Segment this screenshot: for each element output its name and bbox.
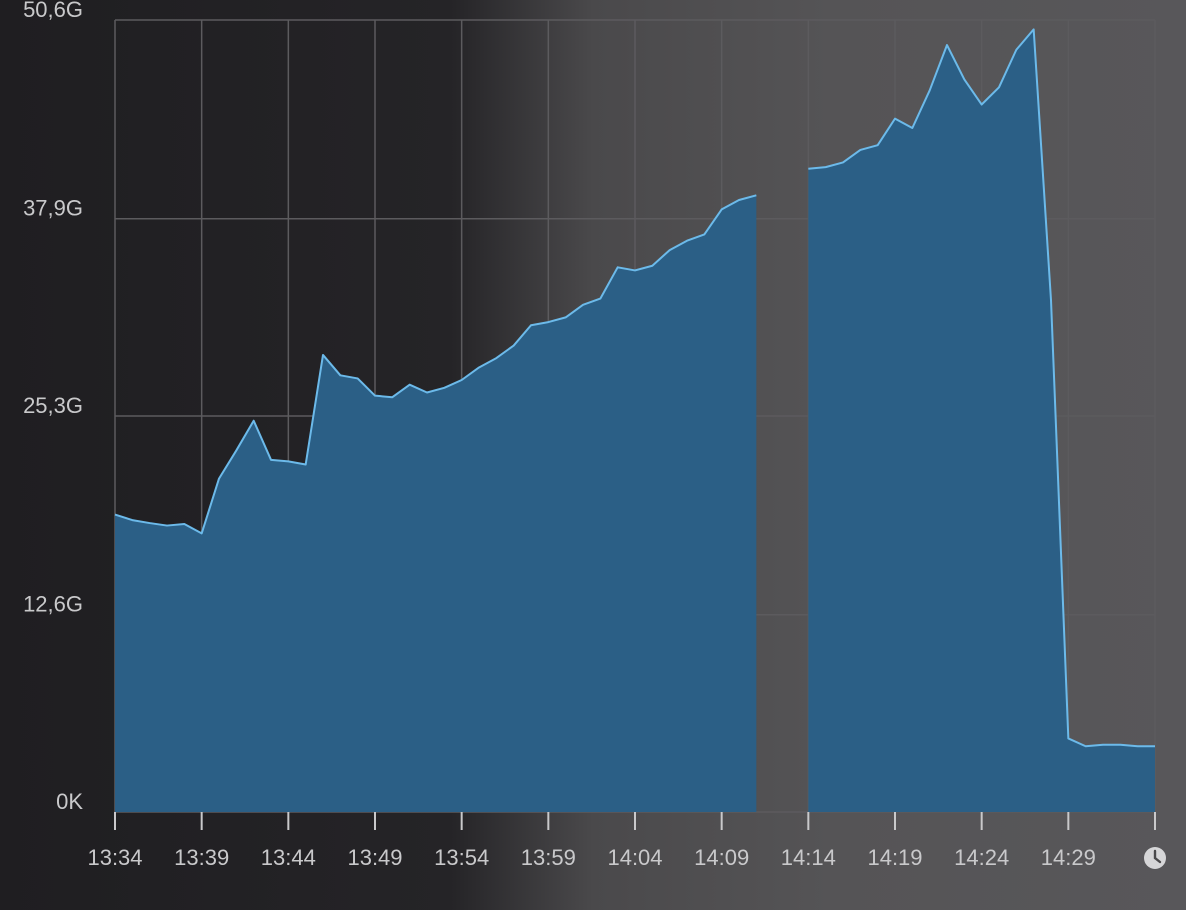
y-tick-label: 25,3G (23, 393, 83, 418)
y-tick-label: 37,9G (23, 196, 83, 221)
x-tick-label: 14:09 (694, 845, 749, 870)
x-tick-label: 14:04 (607, 845, 662, 870)
x-tick-label: 13:59 (521, 845, 576, 870)
area (115, 29, 1155, 813)
x-tick-label: 13:39 (174, 845, 229, 870)
x-tick-label: 14:29 (1041, 845, 1096, 870)
x-tick-label: 13:49 (347, 845, 402, 870)
line (114, 28, 1155, 748)
plot: 0K 12,6G 25,3G 37,9G 50,6G 13:34 13:39 13:44 13:… (23, 0, 1156, 870)
clock-hands[interactable] (1153, 849, 1162, 864)
x-tick-label: 13:54 (434, 845, 489, 870)
x-tick-label: 13:34 (87, 845, 142, 870)
x-tick-label: 14:14 (781, 845, 836, 870)
x-tick-label: 14:19 (867, 845, 922, 870)
x-tick-label: 13:44 (261, 845, 316, 870)
y-tick-label: 12,6G (23, 592, 83, 617)
x-tick-label: 14:24 (954, 845, 1009, 870)
clock-icon[interactable] (1144, 847, 1166, 869)
y-tick-label: 0K (56, 789, 83, 814)
y-tick-label: 50,6G (23, 0, 83, 22)
